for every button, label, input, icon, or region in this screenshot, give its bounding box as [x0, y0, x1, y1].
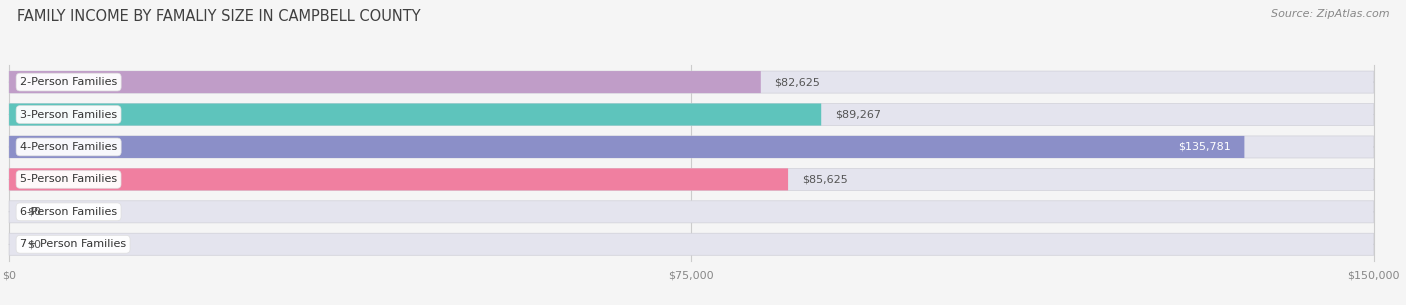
Text: 5-Person Families: 5-Person Families	[20, 174, 117, 185]
Text: 7+ Person Families: 7+ Person Families	[20, 239, 127, 249]
FancyBboxPatch shape	[8, 136, 1374, 158]
Text: 4-Person Families: 4-Person Families	[20, 142, 117, 152]
Text: Source: ZipAtlas.com: Source: ZipAtlas.com	[1271, 9, 1389, 19]
Text: $0: $0	[27, 207, 41, 217]
Text: $89,267: $89,267	[835, 109, 882, 120]
Text: $85,625: $85,625	[801, 174, 848, 185]
FancyBboxPatch shape	[8, 168, 1374, 190]
FancyBboxPatch shape	[8, 103, 1374, 126]
FancyBboxPatch shape	[8, 233, 1374, 255]
FancyBboxPatch shape	[8, 103, 821, 126]
Text: 6-Person Families: 6-Person Families	[20, 207, 117, 217]
Text: FAMILY INCOME BY FAMALIY SIZE IN CAMPBELL COUNTY: FAMILY INCOME BY FAMALIY SIZE IN CAMPBEL…	[17, 9, 420, 24]
Text: 2-Person Families: 2-Person Families	[20, 77, 117, 87]
FancyBboxPatch shape	[8, 168, 789, 190]
FancyBboxPatch shape	[8, 201, 1374, 223]
Text: 3-Person Families: 3-Person Families	[20, 109, 117, 120]
FancyBboxPatch shape	[8, 71, 1374, 93]
Text: $82,625: $82,625	[775, 77, 820, 87]
FancyBboxPatch shape	[8, 136, 1244, 158]
Text: $0: $0	[27, 239, 41, 249]
FancyBboxPatch shape	[8, 71, 761, 93]
Text: $135,781: $135,781	[1178, 142, 1230, 152]
